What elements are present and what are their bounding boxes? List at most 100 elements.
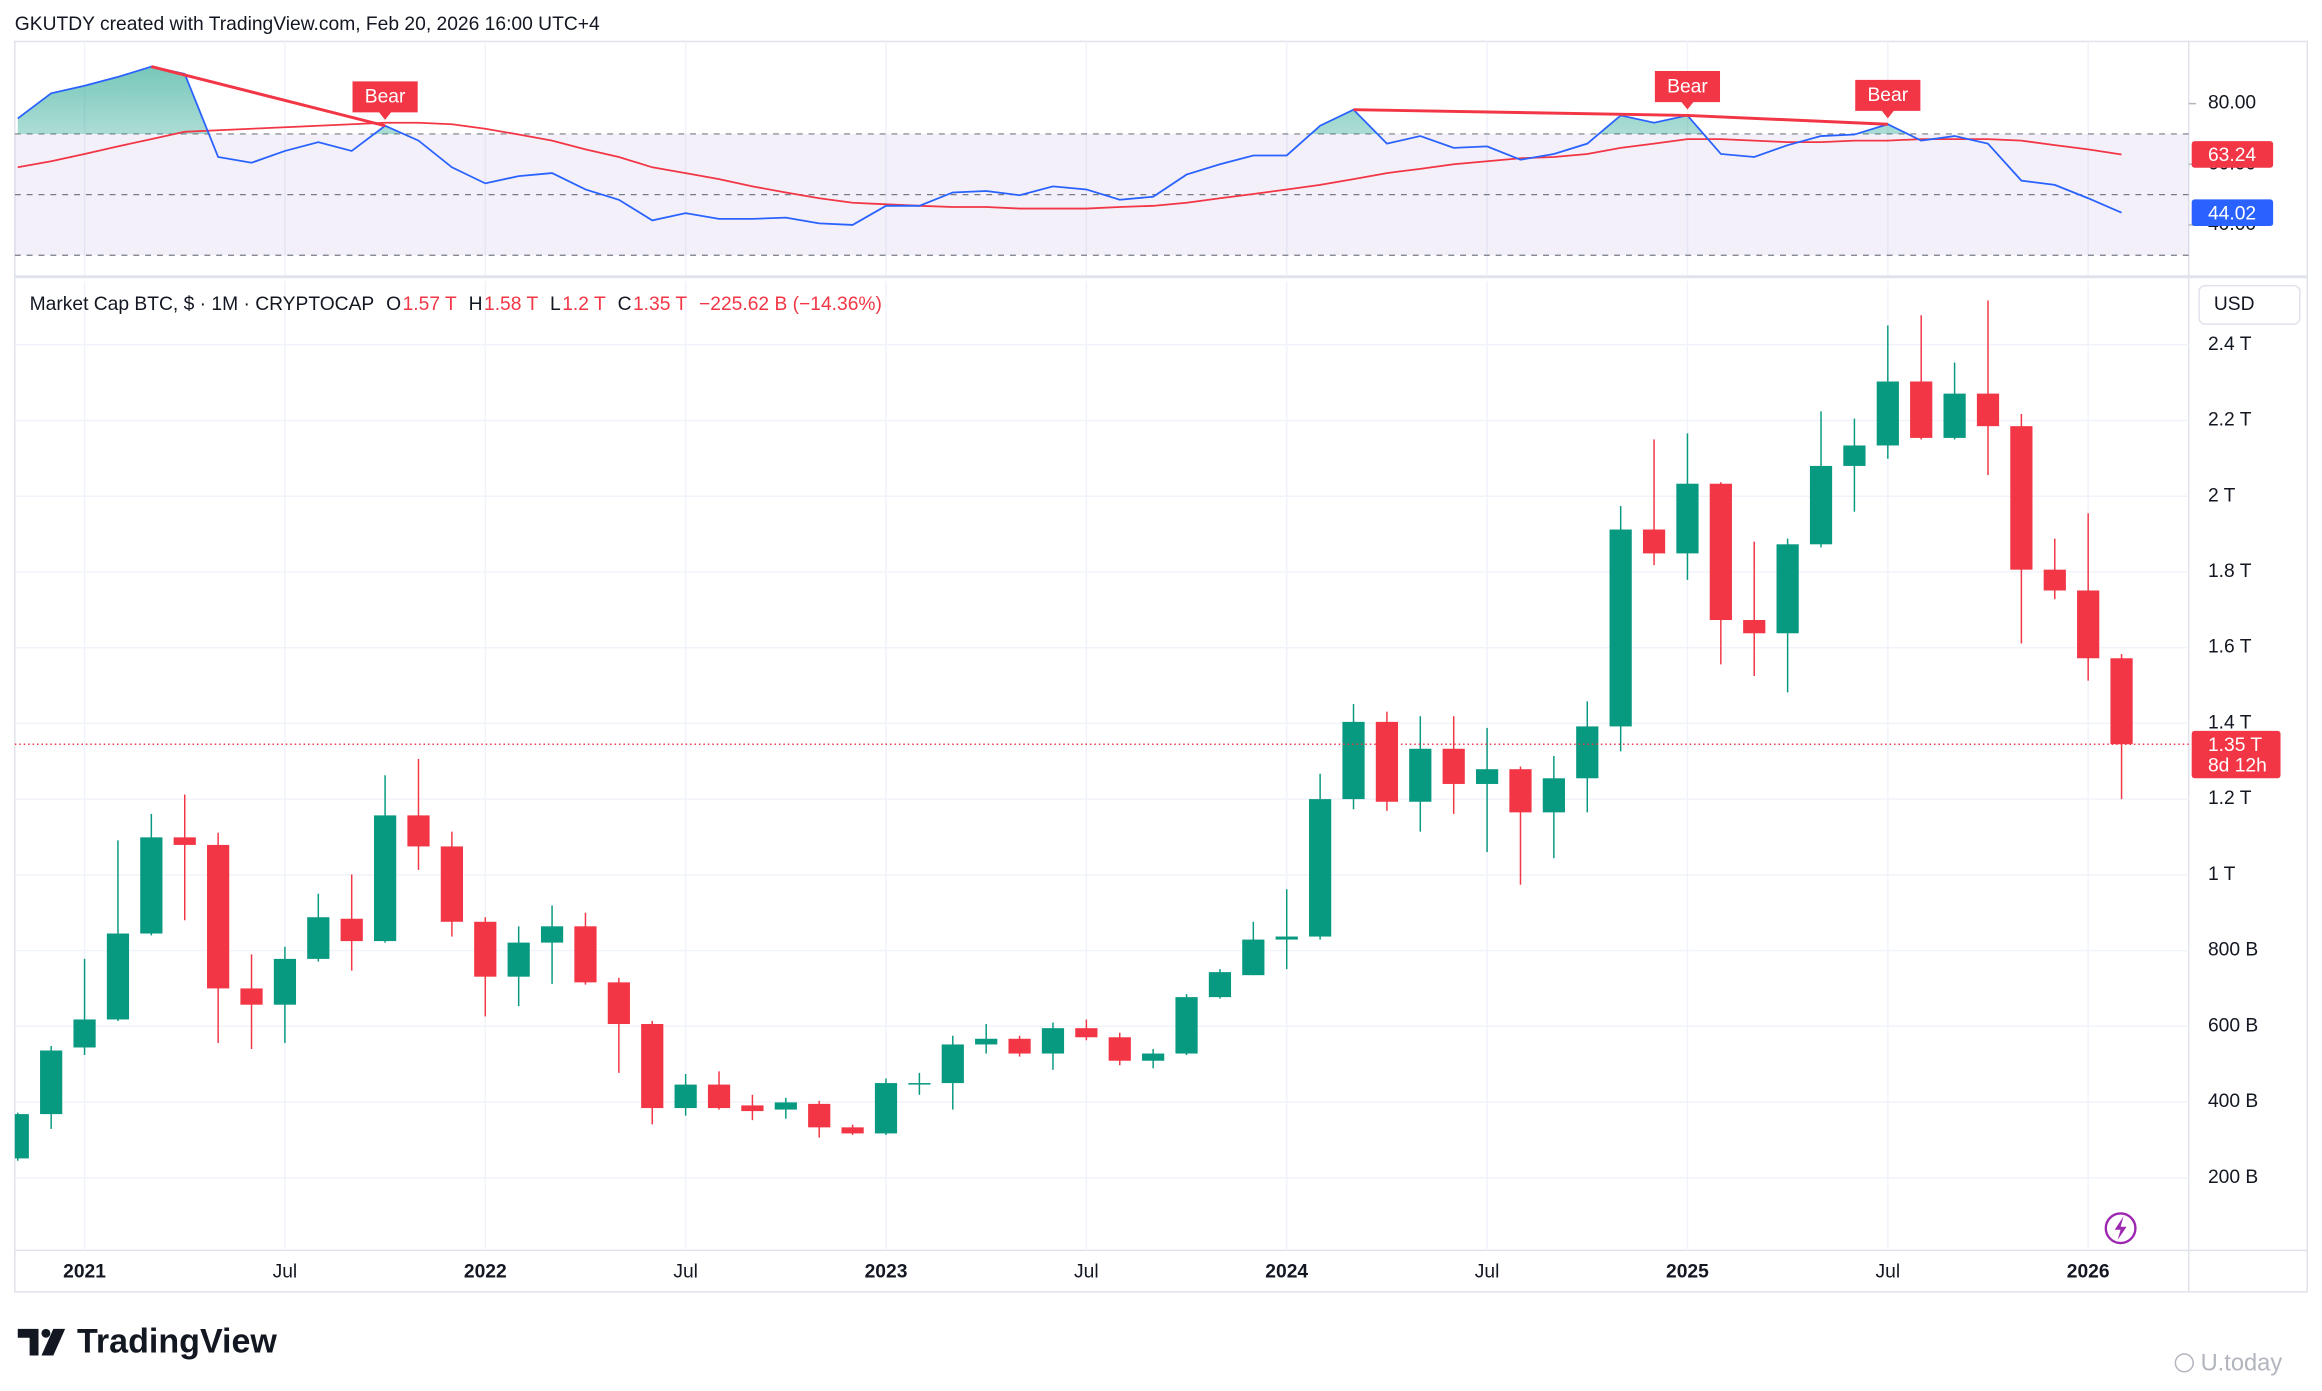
candle-body xyxy=(607,982,630,1025)
rsi-line xyxy=(17,65,2122,226)
candle-body xyxy=(73,1019,96,1048)
candle-body xyxy=(941,1044,964,1084)
x-tick-label: 2022 xyxy=(464,1262,507,1283)
candle-body xyxy=(240,988,263,1005)
candle-body xyxy=(373,815,397,942)
candle-body xyxy=(407,815,430,847)
rsi-plot xyxy=(14,65,2189,256)
candle-body xyxy=(1442,748,1465,784)
candle-body xyxy=(1175,997,1198,1054)
y-tick-label: 2 T xyxy=(2208,485,2236,506)
alert-icon xyxy=(2104,1212,2137,1245)
legend-change: −225.62 B (−14.36%) xyxy=(699,294,882,315)
divergence-label-box xyxy=(1654,71,1721,110)
candle-body xyxy=(1843,445,1866,466)
y-tick-label: 1.8 T xyxy=(2208,561,2252,582)
legend-key: O xyxy=(386,294,401,315)
legend-value: 1.2 T xyxy=(562,294,606,315)
y-tick-label: 800 B xyxy=(2208,940,2258,961)
x-tick-label: Jul xyxy=(273,1262,298,1283)
candle-body xyxy=(207,844,230,989)
legend-value: 1.58 T xyxy=(484,294,538,315)
rsi-ma-line xyxy=(17,121,2122,210)
candle-body xyxy=(1743,620,1766,634)
last-price-label: 1.35 T xyxy=(2208,735,2262,756)
x-tick-label: 2025 xyxy=(1666,1262,1709,1283)
currency-box xyxy=(2198,284,2301,325)
x-tick-label: Jul xyxy=(1876,1262,1901,1283)
logo-text: TradingView xyxy=(77,1323,277,1361)
legend-title: Market Cap BTC, $ · 1M · CRYPTOCAP xyxy=(30,294,375,315)
divergence-label: Bear xyxy=(365,87,406,108)
candle-body xyxy=(741,1105,764,1112)
candle-body xyxy=(1409,748,1432,802)
legend-key: H xyxy=(469,294,483,315)
candle-body xyxy=(1075,1028,1098,1038)
divergence-line xyxy=(150,65,386,128)
candle-body xyxy=(1342,721,1365,800)
candle-body xyxy=(574,926,597,983)
candle-body xyxy=(707,1084,731,1109)
candle-body xyxy=(40,1050,63,1115)
candle-body xyxy=(1309,799,1332,937)
y-tick-label: 1.2 T xyxy=(2208,788,2252,809)
candle-body xyxy=(1709,483,1732,621)
candle-body xyxy=(1910,381,1933,438)
legend-key: C xyxy=(618,294,632,315)
header: GKUTDY created with TradingView.com, Feb… xyxy=(15,14,600,35)
candle-body xyxy=(1609,529,1632,727)
watermark: U.today xyxy=(2174,1351,2283,1377)
candle-body xyxy=(1576,726,1599,779)
candle-body xyxy=(841,1127,864,1134)
divergence-label-box xyxy=(1855,79,1921,119)
candle-body xyxy=(507,942,530,977)
x-tick-label: 2026 xyxy=(2067,1262,2110,1283)
last-price-badge xyxy=(2191,730,2281,779)
candle-body xyxy=(1876,381,1899,446)
candle-body xyxy=(106,933,130,1020)
legend: Market Cap BTC, $ · 1M · CRYPTOCAP O1.57 … xyxy=(30,294,882,315)
x-tick-label: Jul xyxy=(1074,1262,1099,1283)
candle-body xyxy=(440,846,463,922)
x-tick-label: 2024 xyxy=(1265,1262,1308,1283)
divergence-line xyxy=(1687,113,1888,126)
divergence-label: Bear xyxy=(1667,76,1708,97)
candles xyxy=(14,300,2189,1161)
candle-body xyxy=(808,1103,831,1128)
y-tick-label: 200 B xyxy=(2208,1167,2258,1188)
candle-body xyxy=(2010,426,2033,570)
candle-body xyxy=(2110,658,2133,745)
candle-body xyxy=(1142,1053,1165,1061)
candle-body xyxy=(1475,769,1499,784)
candle-body xyxy=(173,837,196,845)
candle-body xyxy=(1943,393,1966,438)
frame xyxy=(14,40,2308,1293)
candle-body xyxy=(1809,465,1833,545)
legend-value: 1.57 T xyxy=(403,294,457,315)
candle-body xyxy=(540,926,564,943)
legend-key: L xyxy=(550,294,561,315)
candle-body xyxy=(1208,972,1232,998)
rsi-pane: 80.0060.0040.00 xyxy=(14,41,2256,276)
y-tick-label: 2.4 T xyxy=(2208,334,2252,355)
candle-body xyxy=(1542,778,1565,813)
x-tick-label: 2023 xyxy=(865,1262,908,1283)
watermark-text: U.today xyxy=(2201,1351,2283,1377)
candle-body xyxy=(975,1038,998,1045)
y-tick-label: 2.2 T xyxy=(2208,410,2252,431)
countdown-label: 8d 12h xyxy=(2208,755,2267,776)
candle-body xyxy=(1275,936,1298,940)
candle-body xyxy=(1776,544,1799,634)
candle-body xyxy=(874,1083,898,1134)
main-pane: 200 B 400 B 600 B 800 B 1 T 1.2 T 1.4 T 1.6 T 1.… xyxy=(14,281,2258,1283)
candle-body xyxy=(1108,1037,1131,1061)
x-tick-label: Jul xyxy=(1475,1262,1500,1283)
candle-body xyxy=(340,918,363,942)
divergence-label: Bear xyxy=(1867,85,1908,106)
y-tick-label: 1.4 T xyxy=(2208,712,2252,733)
y-tick-label: 1.6 T xyxy=(2208,637,2252,658)
y-tick-label: 400 B xyxy=(2208,1091,2258,1112)
candle-body xyxy=(273,958,297,1005)
